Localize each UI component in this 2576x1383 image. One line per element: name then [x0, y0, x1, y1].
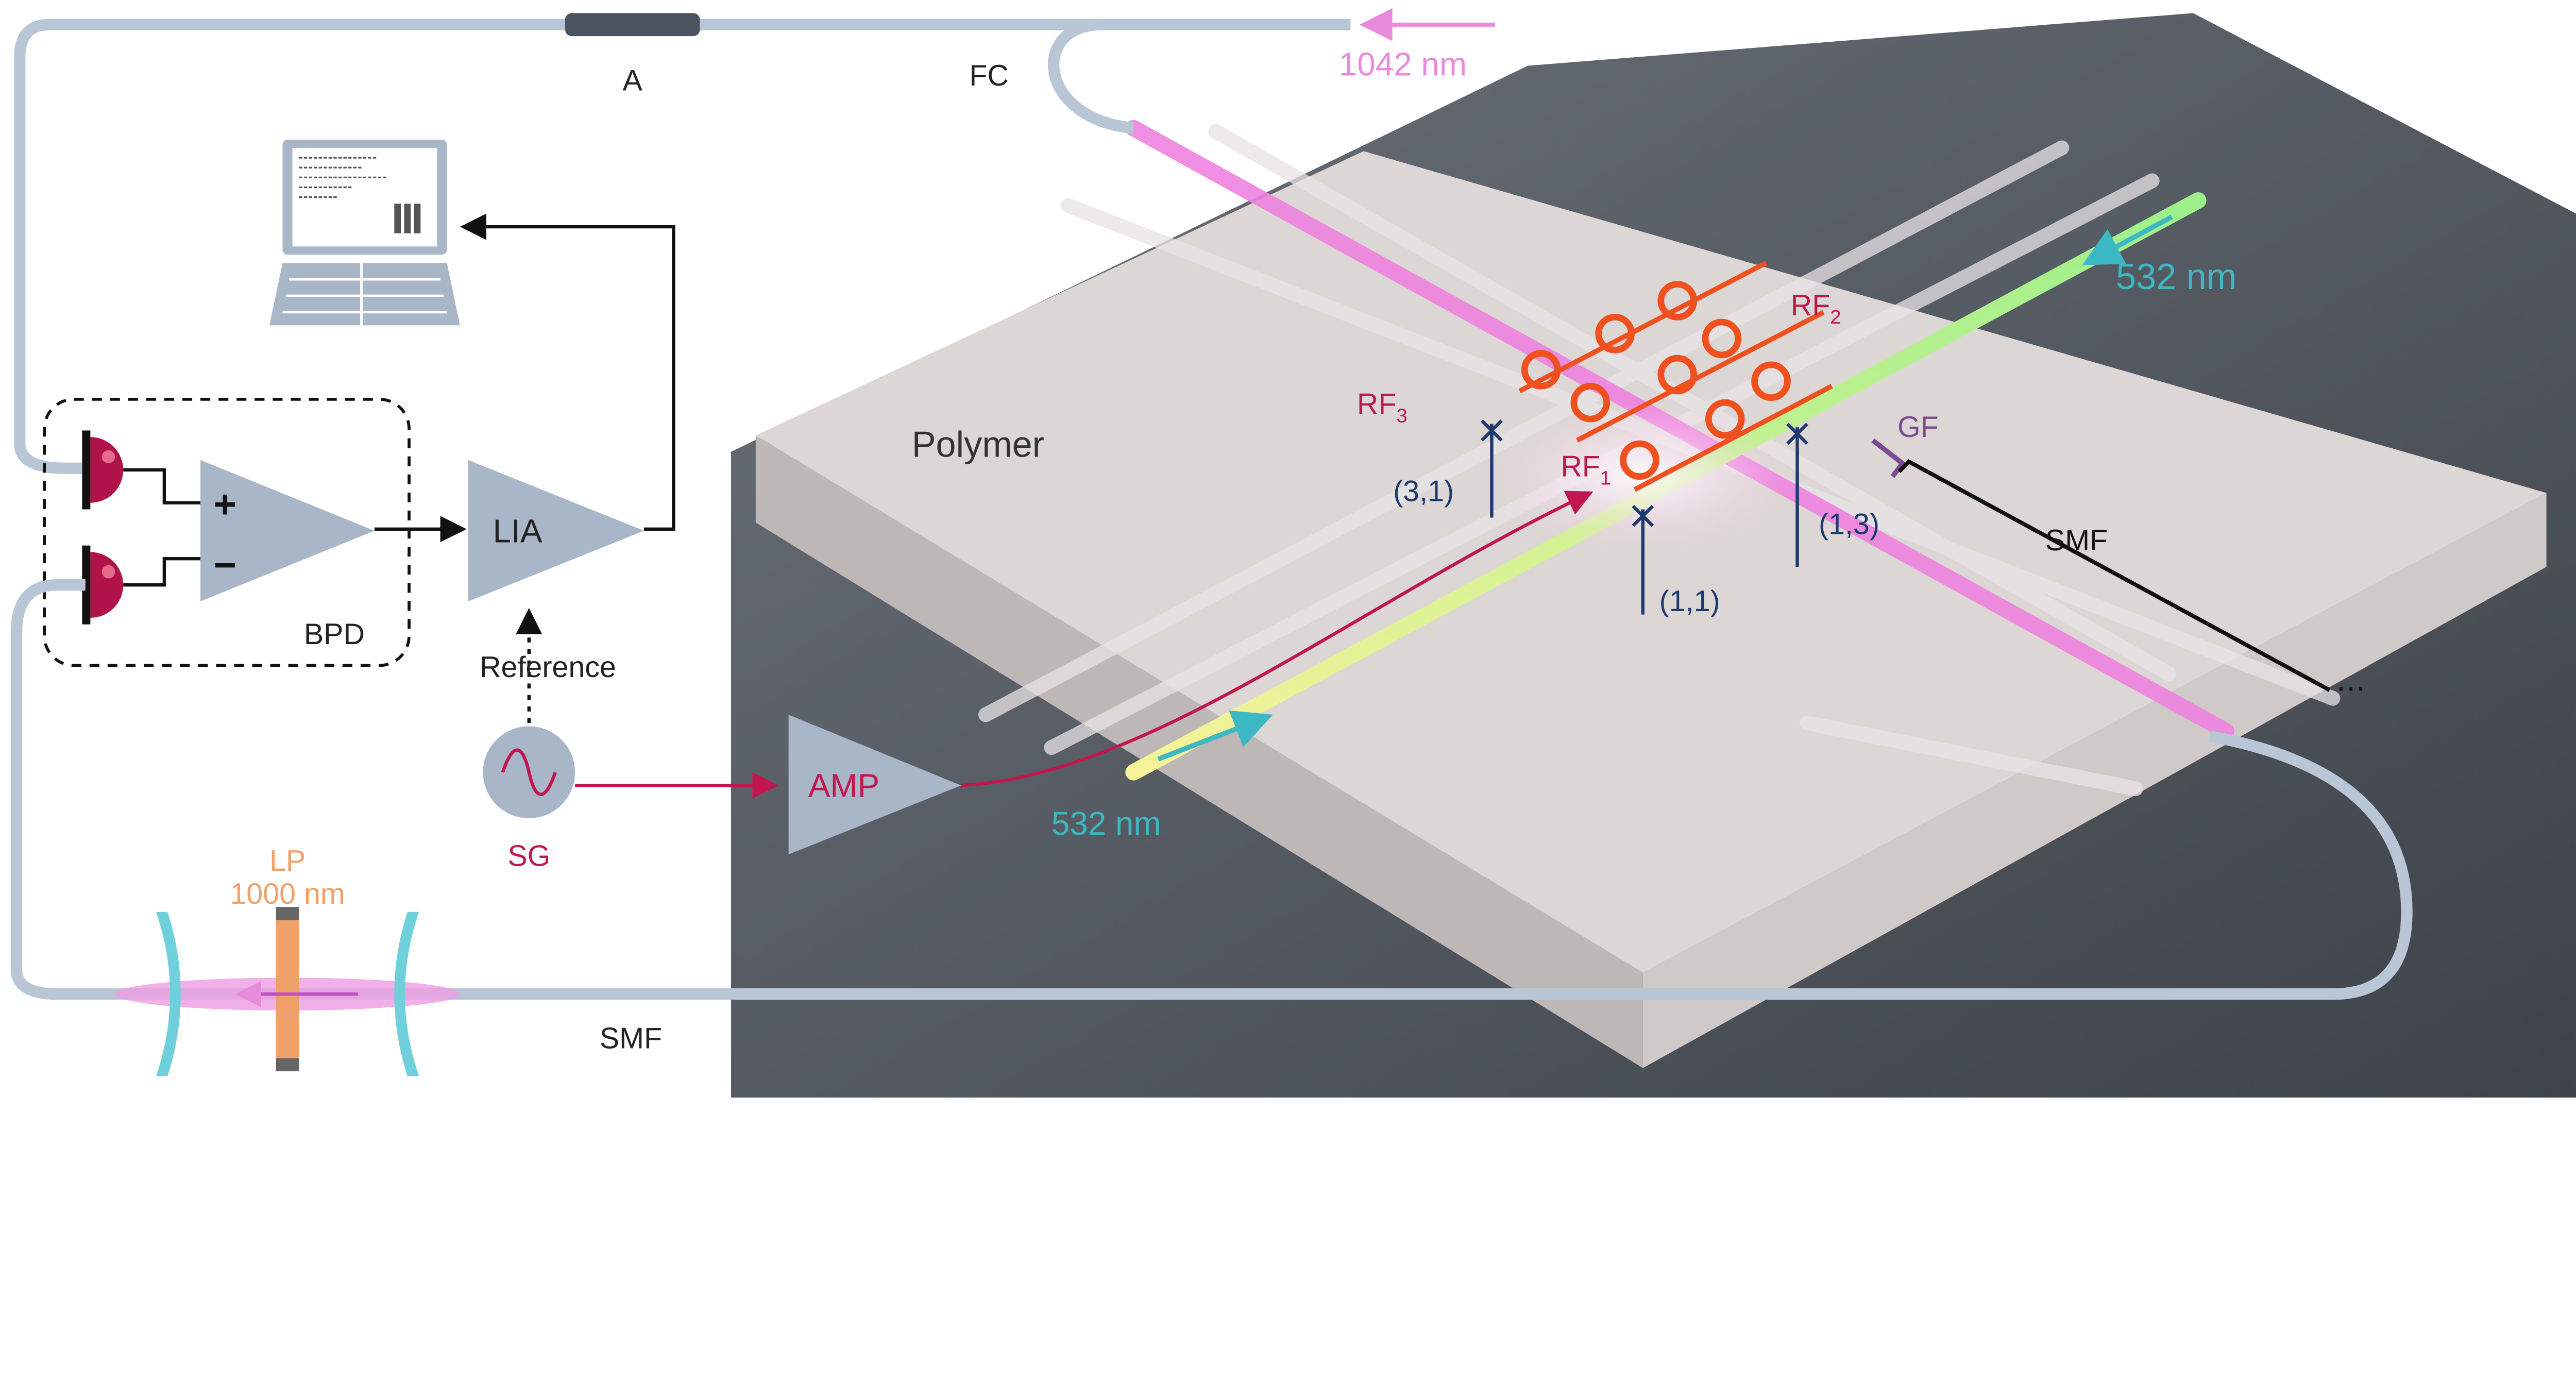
rf1-label: RF1: [1561, 450, 1611, 490]
experimental-setup-diagram: A FC 1042 nm + − BPD LIA Reference SG AM…: [10, 8, 2576, 1098]
attenuator-label: A: [623, 64, 643, 97]
rf3-label: RF3: [1357, 388, 1408, 427]
sine-wave-icon: [501, 748, 557, 796]
filter-cap: [276, 907, 299, 920]
lia-label: LIA: [493, 512, 543, 549]
gf-label: GF: [1897, 411, 1939, 444]
photodiode-icon: [82, 430, 124, 510]
rf2-main: RF: [1791, 289, 1830, 322]
measurement-markers: [1481, 419, 1808, 615]
bpd-box: [43, 397, 411, 667]
fiber-to-chip: [1047, 19, 1351, 134]
sg-label: SG: [507, 839, 550, 872]
node-11-label: (1,1): [1659, 585, 1720, 618]
fiber-continuation-dots: ⋯: [2336, 672, 2365, 705]
rf2-subscript: 2: [1830, 306, 1841, 328]
rf3-subscript: 3: [1396, 405, 1407, 427]
plus-sign: +: [214, 482, 237, 526]
smf-right-label: SMF: [2045, 524, 2108, 557]
minus-sign: −: [214, 543, 237, 587]
optical-fiber-bottom: [10, 579, 2413, 1000]
attenuator: [565, 13, 700, 37]
chip-left-face: [755, 435, 1643, 1068]
longpass-filter: [276, 907, 299, 1072]
fiber-coupler-label: FC: [969, 59, 1008, 92]
lia-to-computer-arrow: [460, 213, 675, 531]
si-label: Si: [792, 374, 821, 411]
smf-bottom-label: SMF: [600, 1022, 662, 1055]
probe-wavelength-top: 532 nm: [2116, 256, 2236, 297]
amp-to-rf1-line: [961, 491, 1594, 787]
rf3-main: RF: [1357, 388, 1396, 421]
pump-wavelength-label: 1042 nm: [1339, 46, 1467, 83]
pd-wires: [123, 468, 201, 587]
lens-icon: [156, 912, 181, 1076]
lp-label: LP: [269, 845, 306, 878]
lens-icon: [394, 912, 419, 1076]
node-31-label: (3,1): [1393, 475, 1454, 508]
lock-in-amplifier: [468, 460, 645, 602]
probe-wavelength-bottom: 532 nm: [1052, 805, 1161, 842]
smf-right-fiber: [1897, 459, 2331, 692]
node-13-label: (1,3): [1819, 508, 1879, 541]
bpd-label: BPD: [304, 618, 365, 651]
rf1-main: RF: [1561, 450, 1600, 483]
rf2-label: RF2: [1791, 289, 1841, 328]
computer-icon: [269, 140, 460, 326]
lp-cutoff-label: 1000 nm: [230, 878, 345, 910]
chip-top-face: [755, 151, 2547, 973]
rf1-subscript: 1: [1600, 467, 1611, 490]
photodiode-icon: [82, 545, 124, 625]
ring-resonator-lattice: [1518, 260, 1833, 492]
probe-arrow-top: [2082, 214, 2173, 265]
filter-cap: [276, 1058, 299, 1072]
polymer-label: Polymer: [912, 424, 1044, 464]
differential-amplifier: [200, 460, 375, 602]
rf-amplifier: [788, 715, 961, 855]
grating-coupler: [1871, 438, 1906, 478]
probe-arrow-bottom: [1157, 710, 1273, 762]
amp-label: AMP: [808, 767, 879, 804]
reference-label: Reference: [480, 651, 616, 684]
